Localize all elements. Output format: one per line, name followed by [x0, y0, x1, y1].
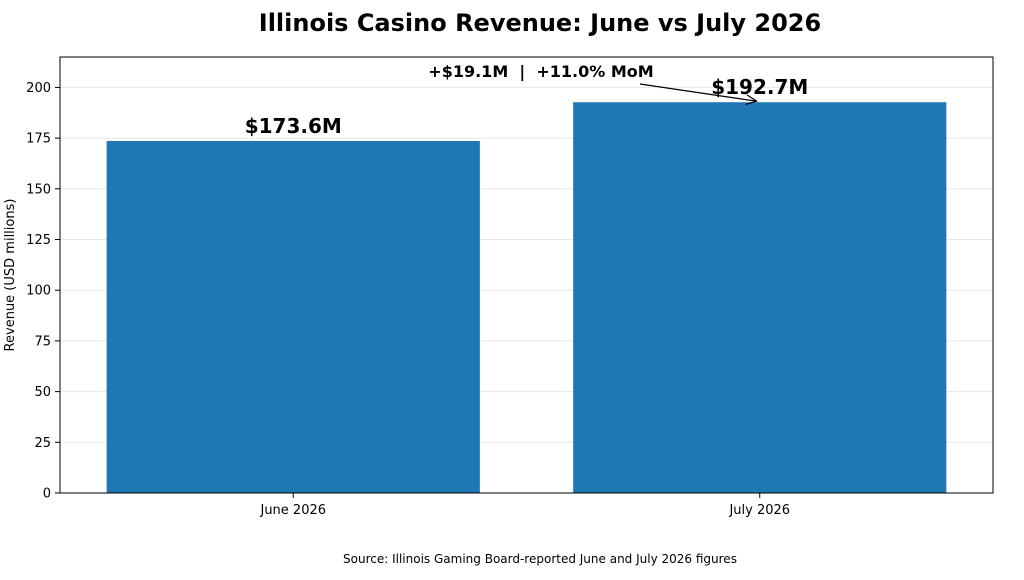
- footnote: Source: Illinois Gaming Board-reported J…: [343, 552, 737, 566]
- y-tick-label: 175: [26, 132, 51, 147]
- y-axis-label: Revenue (USD millions): [3, 199, 18, 352]
- chart-title: Illinois Casino Revenue: June vs July 20…: [259, 9, 821, 37]
- bar: [106, 140, 480, 493]
- y-tick-label: 50: [34, 385, 51, 400]
- y-tick-label: 75: [34, 334, 51, 349]
- bar: [573, 102, 947, 494]
- x-tick-label: June 2026: [259, 503, 326, 518]
- y-tick-label: 150: [26, 182, 51, 197]
- y-tick-label: 125: [26, 233, 51, 248]
- annotation-arrow: [639, 83, 757, 101]
- plot-frame: [59, 56, 994, 494]
- data-label: $173.6M: [245, 114, 342, 138]
- x-axis-ticks: June 2026 July 2026: [259, 493, 790, 518]
- annotation-text: +$19.1M | +11.0% MoM: [428, 62, 653, 82]
- y-tick-label: 100: [26, 284, 51, 299]
- x-tick-label: July 2026: [728, 503, 790, 518]
- data-label: $192.7M: [711, 75, 808, 99]
- y-tick-label: 200: [26, 81, 51, 96]
- data-labels: $173.6M $192.7M: [245, 75, 809, 138]
- y-tick-label: 25: [34, 436, 51, 451]
- y-tick-label: 0: [43, 487, 51, 502]
- y-axis-ticks: 0 25 50 75 100 125 150 175 200: [26, 81, 60, 502]
- bars: [106, 102, 947, 494]
